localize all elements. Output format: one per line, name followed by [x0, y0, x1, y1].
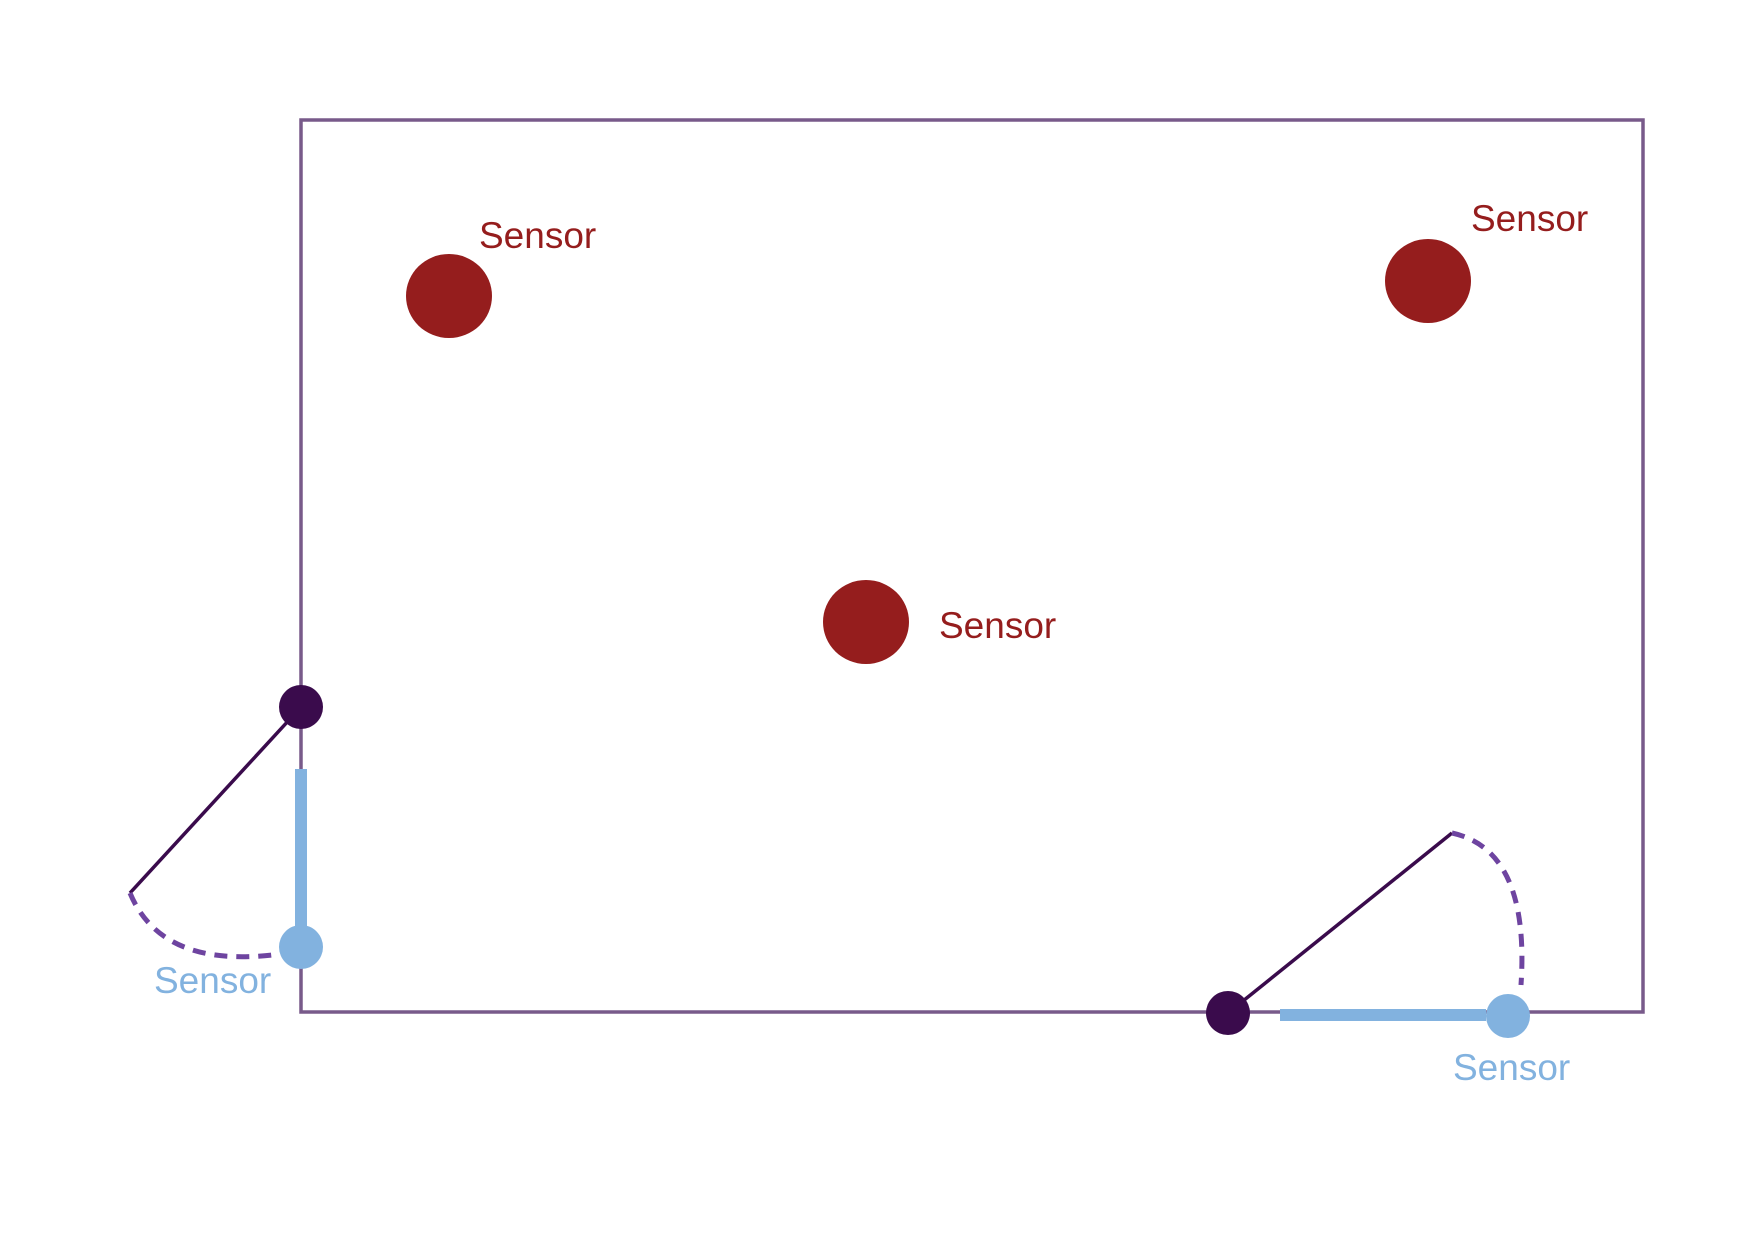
- right-door-swing-arc: [1451, 830, 1525, 986]
- right-door-hinge: [1206, 991, 1250, 1035]
- left-door: Sensor: [127, 685, 323, 1001]
- fixed-sensor-dot: [406, 254, 492, 338]
- fixed-sensor-label: Sensor: [939, 605, 1056, 646]
- fixed-sensor-top-left: Sensor: [406, 215, 596, 338]
- left-door-leaf: [128, 705, 303, 895]
- left-door-hinge: [279, 685, 323, 729]
- fixed-sensor-top-right: Sensor: [1385, 198, 1588, 323]
- right-door-sensor: [1486, 994, 1530, 1038]
- fixed-sensor-dot: [823, 580, 909, 664]
- fixed-sensor-label: Sensor: [479, 215, 596, 256]
- left-door-swing-arc: [127, 892, 281, 960]
- fixed-sensor-label: Sensor: [1471, 198, 1588, 239]
- fixed-sensor-dot: [1385, 239, 1471, 323]
- fixed-sensor-center: Sensor: [823, 580, 1056, 664]
- room-outline: [299, 118, 1645, 1014]
- right-door-leaf: [1226, 831, 1454, 1015]
- left-door-sensor: [279, 925, 323, 969]
- right-door-sensor-label: Sensor: [1453, 1047, 1570, 1088]
- right-door: Sensor: [1206, 830, 1570, 1088]
- left-door-sensor-label: Sensor: [154, 960, 271, 1001]
